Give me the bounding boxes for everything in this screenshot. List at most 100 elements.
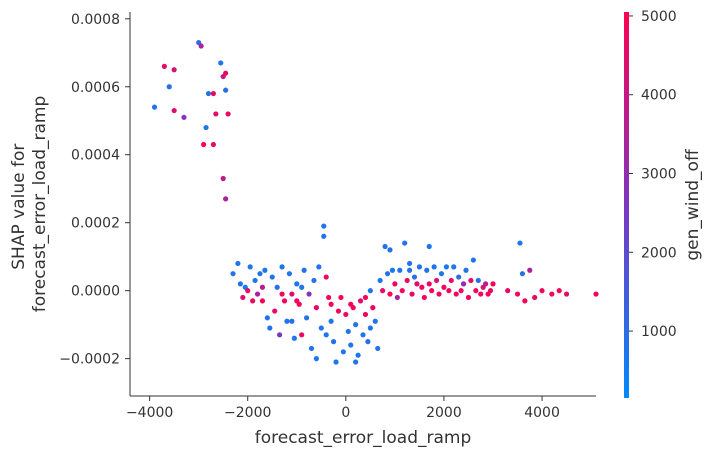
x-tick-label: −4000: [126, 405, 173, 421]
scatter-point: [274, 284, 280, 290]
scatter-point: [414, 281, 420, 287]
scatter-point: [303, 315, 310, 321]
scatter-point: [384, 271, 391, 277]
scatter-point: [465, 294, 472, 301]
scatter-point: [328, 301, 334, 307]
scatter-point: [237, 281, 243, 287]
colorbar-gradient: [624, 12, 629, 398]
scatter-point: [289, 318, 295, 324]
scatter-point: [532, 294, 538, 301]
scatter-point: [426, 281, 432, 287]
scatter-point: [355, 352, 361, 358]
scatter-point: [517, 240, 523, 246]
scatter-point: [262, 267, 268, 273]
x-axis-ticks: −4000 −2000 0 2000 4000: [126, 396, 560, 421]
scatter-point: [213, 111, 219, 117]
scatter-point: [367, 288, 373, 294]
x-tick-label: 0: [341, 405, 350, 421]
scatter-point: [326, 294, 332, 301]
scatter-point: [259, 284, 266, 290]
scatter-point: [387, 247, 393, 253]
scatter-point: [353, 322, 359, 328]
scatter-point: [593, 291, 599, 297]
colorbar-tick-label: 3000: [641, 166, 677, 182]
scatter-point: [402, 240, 408, 246]
scatter-point: [306, 291, 312, 297]
scatter-point: [240, 294, 246, 301]
scatter-point: [338, 294, 344, 301]
scatter-point: [281, 298, 288, 304]
scatter-point: [380, 288, 386, 294]
scatter-point: [340, 349, 346, 355]
scatter-point: [370, 305, 376, 311]
scatter-point: [424, 267, 430, 273]
scatter-point: [362, 294, 369, 301]
scatter-point: [514, 291, 521, 297]
scatter-point: [279, 264, 285, 270]
scatter-point: [333, 359, 339, 365]
scatter-point: [407, 260, 413, 267]
colorbar: 1000 2000 3000 4000 5000 gen_wind_off: [624, 9, 703, 398]
scatter-point: [487, 288, 494, 294]
scatter-point: [478, 291, 484, 297]
scatter-point: [247, 264, 253, 270]
plot-area: −0.0002 0.0000 0.0002 0.0004 0.0006 0.0008 −4…: [59, 12, 599, 421]
scatter-point: [505, 288, 511, 294]
colorbar-label: gen_wind_off: [683, 148, 703, 261]
y-axis-label-line-2: forecast_error_load_ramp: [30, 96, 50, 313]
scatter-point: [375, 345, 381, 352]
scatter-point: [272, 308, 278, 314]
scatter-point: [399, 288, 405, 294]
y-axis-label: SHAP value for forecast_error_load_ramp: [9, 96, 50, 313]
scatter-point: [316, 264, 322, 270]
x-axis-label: forecast_error_load_ramp: [255, 428, 472, 448]
scatter-point: [448, 277, 454, 284]
scatter-point: [218, 60, 224, 66]
scatter-point: [527, 267, 533, 273]
scatter-point: [279, 291, 285, 297]
scatter-point: [348, 301, 354, 307]
scatter-point: [313, 305, 319, 311]
scatter-point: [311, 277, 317, 284]
scatter-point: [421, 294, 427, 301]
scatter-point: [343, 311, 349, 318]
x-tick-label: 2000: [426, 405, 462, 421]
scatter-point: [473, 288, 479, 294]
scatter-point: [409, 291, 415, 297]
scatter-point: [299, 332, 305, 338]
scatter-point: [171, 107, 177, 114]
scatter-point: [171, 67, 177, 73]
scatter-point: [223, 70, 229, 76]
y-tick-label: 0.0000: [71, 284, 120, 300]
scatter-point: [205, 90, 212, 97]
scatter-point: [345, 328, 351, 335]
scatter-point: [220, 175, 226, 182]
colorbar-tick-label: 4000: [641, 88, 677, 104]
scatter-point: [404, 277, 410, 284]
scatter-point: [539, 288, 545, 294]
scatter-point: [323, 274, 329, 280]
scatter-point: [308, 345, 315, 352]
scatter-point: [556, 288, 562, 294]
scatter-point: [259, 298, 266, 304]
scatter-point: [365, 339, 371, 345]
scatter-point: [210, 141, 216, 148]
scatter-point: [436, 291, 442, 297]
scatter-point: [321, 233, 327, 239]
scatter-point: [335, 308, 342, 314]
scatter-point: [468, 277, 474, 284]
x-tick-label: 4000: [524, 405, 560, 421]
scatter-point: [433, 277, 440, 284]
y-tick-label: −0.0002: [59, 352, 120, 368]
scatter-points: [151, 39, 599, 365]
scatter-point: [257, 271, 263, 277]
scatter-point: [200, 141, 207, 148]
scatter-point: [458, 288, 464, 294]
colorbar-tick-label: 2000: [641, 245, 677, 261]
scatter-point: [394, 294, 400, 301]
scatter-point: [377, 277, 383, 284]
scatter-point: [267, 325, 273, 331]
scatter-point: [522, 298, 528, 304]
scatter-point: [475, 277, 481, 284]
